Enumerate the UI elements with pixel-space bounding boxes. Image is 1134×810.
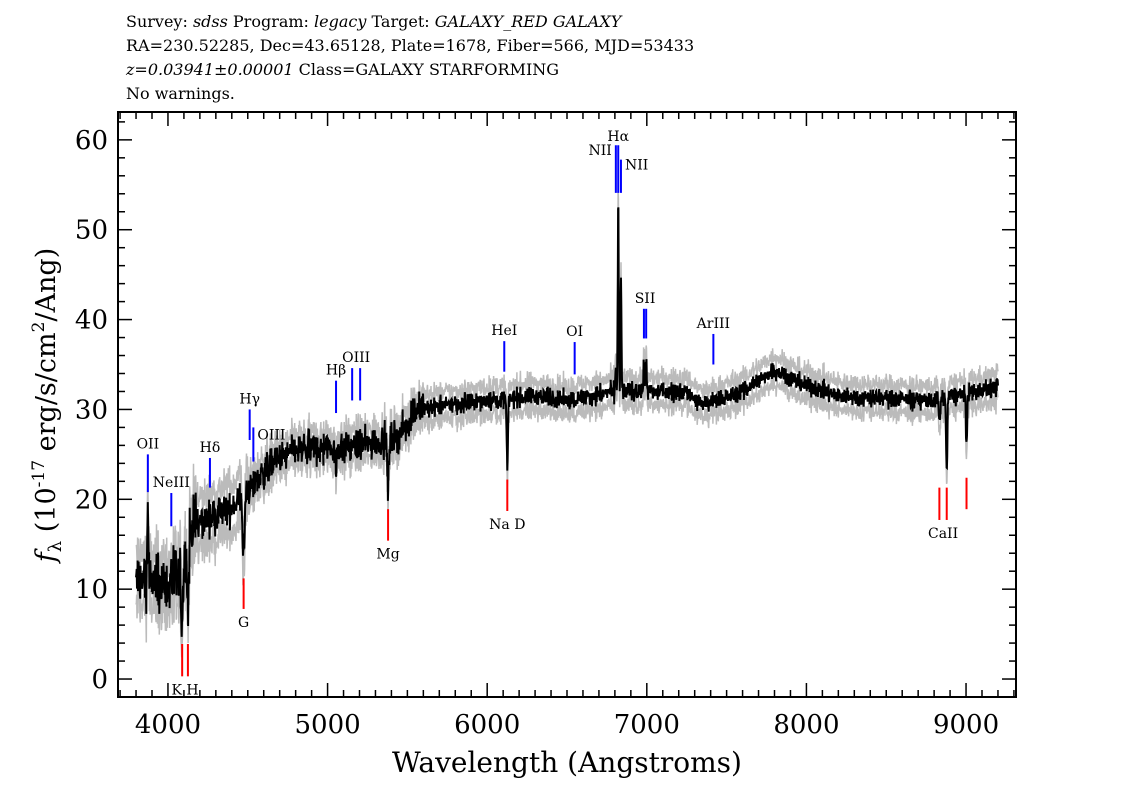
line-label: SII (635, 291, 656, 307)
line-label: HeI (491, 323, 517, 339)
header-line-4: No warnings. (126, 84, 235, 103)
x-tick-label: 9000 (933, 710, 999, 740)
program-label: Program: (227, 12, 315, 31)
survey-label: Survey: (126, 12, 193, 31)
axis-ticks: 4000 5000 6000 7000 8000 9000 0 10 20 30 40 50 60 (75, 112, 1016, 740)
line-label: OIII (257, 427, 285, 443)
y-label-exp2: 2 (29, 322, 49, 333)
program-value: legacy (314, 12, 367, 31)
line-label: Na D (489, 517, 525, 533)
y-tick-label: 20 (75, 485, 108, 515)
line-label: OIII (342, 350, 370, 366)
y-tick-label: 40 (75, 306, 108, 336)
x-tick-label: 6000 (454, 710, 520, 740)
line-label: CaII (928, 526, 958, 542)
header-line-2: RA=230.52285, Dec=43.65128, Plate=1678, … (126, 36, 695, 55)
y-label-subscript: λ (45, 541, 66, 552)
survey-value: sdss (192, 12, 228, 31)
x-axis-label: Wavelength (Angstroms) (392, 746, 742, 779)
y-label-part3: /Ang) (31, 248, 62, 322)
line-label: Mg (376, 547, 399, 563)
y-tick-label: 0 (91, 665, 108, 695)
line-label: NII (589, 143, 612, 159)
spectrum-line (135, 207, 999, 637)
line-label: Hβ (326, 363, 346, 379)
x-tick-label: 8000 (773, 710, 839, 740)
header-line-3: z=0.03941±0.00001 Class=GALAXY STARFORMI… (126, 60, 559, 79)
y-tick-label: 50 (75, 216, 108, 246)
class: Class=GALAXY STARFORMING (293, 60, 560, 79)
line-label: G (238, 615, 249, 631)
line-label: K H (171, 682, 198, 698)
line-label: OII (137, 436, 160, 452)
line-label: Hγ (239, 391, 260, 407)
spectrum-flux (135, 207, 999, 637)
x-tick-label: 7000 (614, 710, 680, 740)
target-value: GALAXY_RED GALAXY (434, 12, 622, 31)
target-label: Target: (366, 12, 435, 31)
redshift: z=0.03941±0.00001 (126, 60, 294, 79)
line-label: Hδ (200, 440, 221, 456)
y-label-part1: (10 (31, 487, 62, 540)
x-tick-label: 5000 (294, 710, 360, 740)
y-tick-label: 60 (75, 126, 108, 156)
line-label: OI (566, 324, 583, 340)
error-band (135, 191, 999, 658)
error-upper (135, 191, 999, 614)
x-tick-label: 4000 (135, 710, 201, 740)
y-axis-label: fλ (10-17 erg/s/cm2/Ang) (29, 248, 66, 564)
line-label: ArIII (696, 316, 730, 332)
header-line-1: Survey: sdss Program: legacy Target: GAL… (126, 12, 621, 31)
line-label: NeIII (153, 475, 190, 491)
y-tick-label: 10 (75, 575, 108, 605)
line-label: Hα (607, 129, 629, 145)
y-tick-label: 30 (75, 395, 108, 425)
line-label: NII (625, 158, 648, 174)
y-label-part2: erg/s/cm (31, 332, 62, 460)
y-label-exp1: -17 (29, 460, 49, 487)
